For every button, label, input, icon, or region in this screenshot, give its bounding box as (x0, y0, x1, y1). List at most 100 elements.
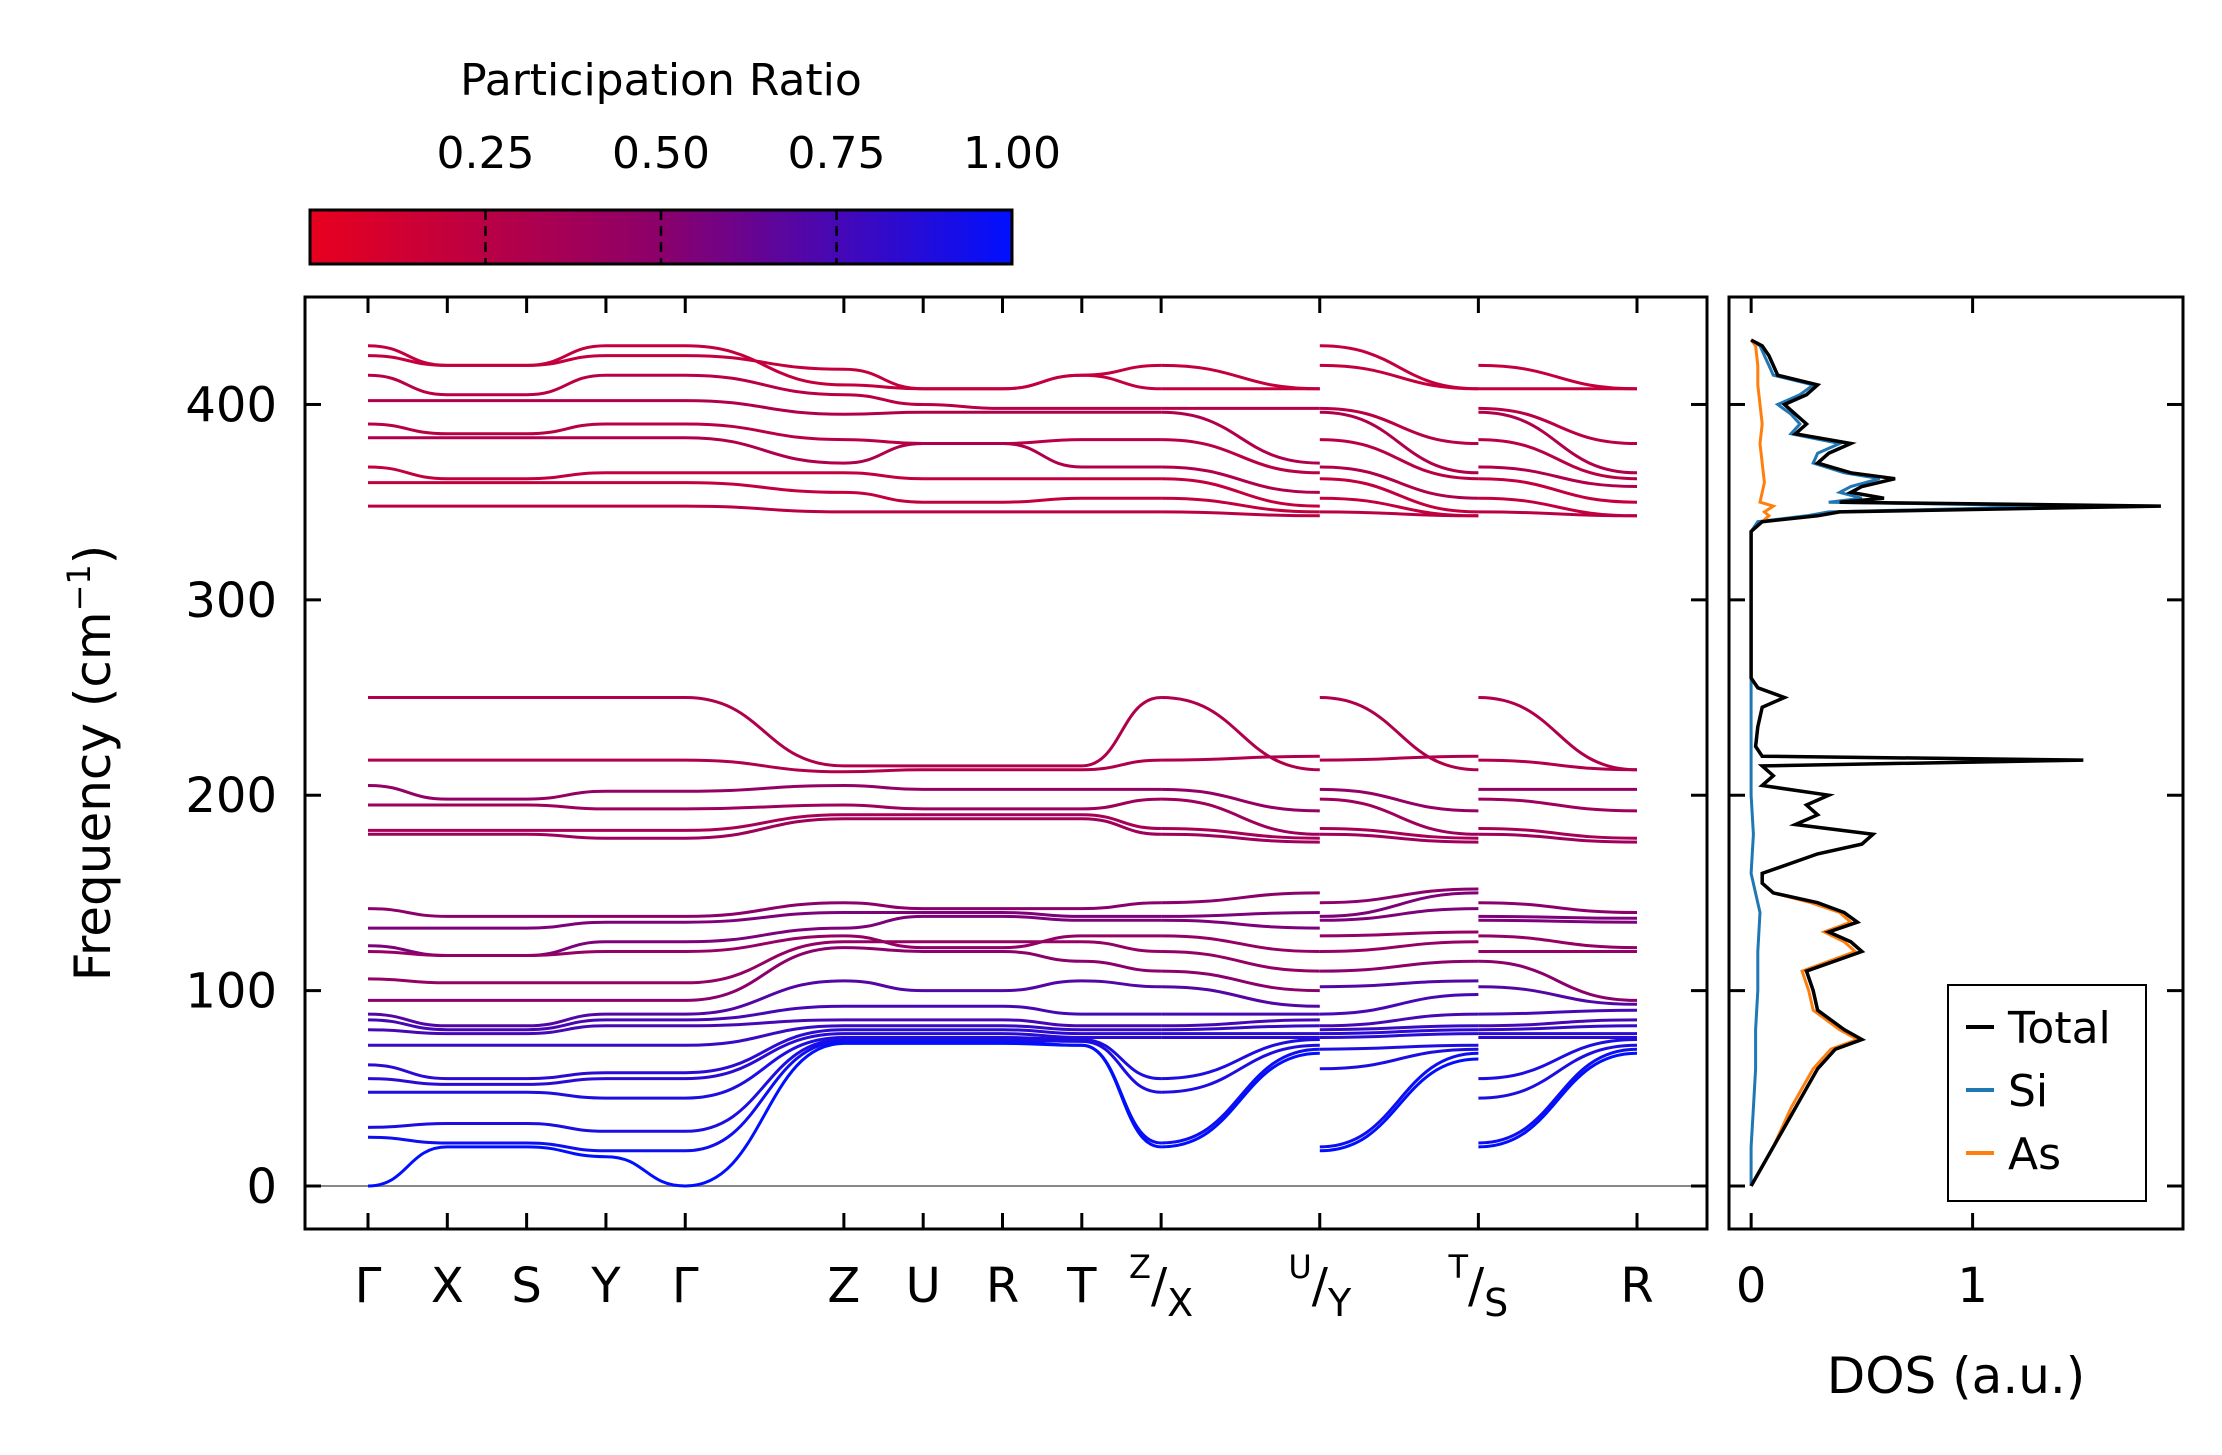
band-6-segment-2 (1319, 477, 1479, 514)
kpoint-label: Γ (355, 1258, 382, 1314)
kpoint-label-sup: Z (1129, 1248, 1151, 1286)
dos-line-total (1749, 338, 2161, 1187)
band-21-segment-2 (1319, 979, 1479, 989)
band-19-segment-2 (1319, 940, 1479, 953)
band-16-segment-2 (1319, 891, 1479, 918)
band-15-segment-1 (1161, 891, 1320, 905)
band-21-segment-0 (367, 979, 1162, 1028)
band-18-segment-0 (367, 934, 1162, 958)
colorbar-tick-label: 0.50 (612, 128, 710, 179)
y-tick-label: 0 (246, 1159, 277, 1215)
band-11-segment-1 (1161, 787, 1320, 813)
band-20-segment-0 (368, 946, 1162, 1002)
band-2-segment-3 (1478, 406, 1638, 445)
kpoint-label: R (986, 1258, 1019, 1314)
band-28-segment-3 (1478, 1043, 1638, 1100)
band-10-segment-1 (1161, 754, 1320, 762)
band-kpoint-ticks: Γ X S Y Γ Z U R T Z/XU/YT/S R (355, 297, 1654, 1325)
band-30-segment-2 (1319, 1057, 1479, 1153)
legend-box (1947, 984, 2147, 1202)
band-18-segment-1 (1161, 934, 1320, 953)
kpoint-label-sub: X (1167, 1281, 1193, 1325)
band-4-segment-1 (1161, 438, 1320, 475)
band-3-segment-2 (1319, 410, 1479, 475)
band-23-segment-1 (1161, 1018, 1320, 1028)
band-20-segment-1 (1161, 969, 1320, 993)
band-10-segment-3 (1478, 758, 1638, 772)
band-13-segment-3 (1478, 827, 1638, 840)
band-5-segment-2 (1319, 465, 1479, 500)
band-20-segment-3 (1478, 959, 1638, 1002)
band-13-segment-0 (367, 813, 1162, 832)
band-9-segment-1 (1161, 696, 1320, 772)
band-24-segment-2 (1319, 1024, 1479, 1032)
kpoint-label: U/Y (1288, 1248, 1352, 1325)
y-tick-label: 200 (185, 768, 277, 824)
band-9-segment-3 (1478, 696, 1638, 772)
band-9-segment-2 (1319, 696, 1479, 772)
band-23-segment-0 (367, 1018, 1162, 1036)
band-8-segment-0 (367, 504, 1162, 514)
band-23-segment-3 (1478, 1018, 1638, 1028)
legend-label-si: Si (2008, 1066, 2048, 1117)
band-22-segment-2 (1319, 993, 1479, 1016)
kpoint-label-slash: / (1468, 1258, 1485, 1314)
legend-label-as: As (2008, 1129, 2061, 1180)
band-29-segment-3 (1478, 1047, 1638, 1145)
band-27-segment-2 (1319, 1043, 1479, 1051)
kpoint-label-slash: / (1151, 1258, 1168, 1314)
band-21-segment-1 (1161, 985, 1320, 1008)
band-1-segment-2 (1319, 363, 1479, 391)
band-0-segment-3 (1478, 363, 1638, 391)
kpoint-label: X (431, 1258, 464, 1314)
band-10-segment-0 (368, 758, 1162, 774)
kpoint-label: T (1066, 1258, 1097, 1314)
band-7-segment-0 (368, 481, 1162, 504)
kpoint-label: S (511, 1258, 541, 1314)
kpoint-label: Z (827, 1258, 860, 1314)
band-6-segment-1 (1161, 477, 1320, 508)
kpoint-label: Z/X (1129, 1248, 1193, 1325)
band-26-segment-2 (1319, 1032, 1479, 1039)
colorbar-ticks: 0.25 0.50 0.75 1.00 (437, 128, 1061, 264)
band-24-segment-1 (1161, 1024, 1320, 1032)
kpoint-label-slash: / (1312, 1258, 1329, 1314)
band-14-segment-3 (1478, 832, 1638, 844)
colorbar: Participation Ratio 0.25 0.50 0.75 1.00 (308, 55, 1061, 266)
band-4-segment-3 (1478, 438, 1638, 481)
legend-label-total: Total (2007, 1003, 2111, 1054)
y-axis-label-sup: −1 (60, 564, 98, 611)
band-14-segment-1 (1161, 832, 1320, 844)
band-5-segment-1 (1161, 465, 1320, 494)
y-axis-label-close: ) (64, 545, 122, 565)
band-12-segment-1 (1161, 797, 1320, 836)
band-4-segment-2 (1319, 438, 1479, 481)
band-14-segment-0 (367, 817, 1162, 840)
kpoint-label: U (906, 1258, 941, 1314)
band-8-segment-1 (1161, 510, 1320, 518)
band-30-segment-1 (1161, 1051, 1320, 1149)
dos-x-tick-label: 0 (1736, 1258, 1767, 1314)
band-15-segment-3 (1478, 901, 1638, 914)
band-2-segment-0 (367, 373, 1162, 410)
band-13-segment-1 (1161, 827, 1320, 840)
band-20-segment-2 (1319, 959, 1479, 973)
band-17-segment-3 (1478, 918, 1638, 924)
band-14-segment-2 (1319, 832, 1479, 844)
band-17-segment-0 (367, 914, 1162, 958)
band-18-segment-2 (1319, 930, 1479, 938)
kpoint-label-sub: Y (1327, 1281, 1352, 1325)
band-16-segment-0 (368, 910, 1162, 930)
band-28-segment-1 (1161, 1043, 1320, 1094)
band-30-segment-3 (1478, 1051, 1638, 1149)
band-22-segment-3 (1478, 1008, 1638, 1016)
band-8-segment-3 (1478, 510, 1638, 518)
y-tick-label: 300 (185, 573, 277, 629)
band-27-segment-3 (1478, 1038, 1638, 1081)
kpoint-label-sub: S (1484, 1281, 1508, 1325)
dos-legend: Total Si As (1947, 984, 2147, 1202)
kpoint-label: Y (590, 1258, 621, 1314)
band-30-segment-0 (367, 1041, 1162, 1188)
